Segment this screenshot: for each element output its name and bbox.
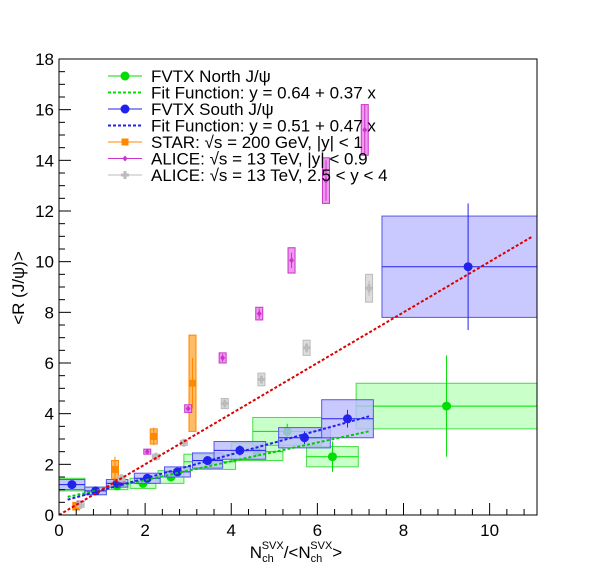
series-4-point-3-marker xyxy=(179,438,188,447)
legend-entry-2: FVTX South J/ψ xyxy=(108,100,274,119)
series-4-point-5-marker xyxy=(257,375,266,384)
legend-label: ALICE: √s = 13 TeV, |y| < 0.9 xyxy=(151,150,368,169)
series-2-point-2-marker xyxy=(150,432,158,440)
series-2-point-1-marker xyxy=(111,465,119,473)
series-1-point-7-marker xyxy=(299,433,309,443)
series-1-point-9-marker xyxy=(463,262,473,272)
x-tick-label-1: 2 xyxy=(140,521,149,540)
legend-label: STAR: √s = 200 GeV, |y| < 1 xyxy=(151,133,363,152)
legend-label: FVTX North J/ψ xyxy=(151,67,271,86)
y-tick-label-6: 12 xyxy=(35,202,54,221)
legend-label: ALICE: √s = 13 TeV, 2.5 < y < 4 xyxy=(151,166,388,185)
axes: 0 2 4 6 8 10 0 2 4 6 8 10 12 14 16 18 xyxy=(35,50,525,540)
y-tick-label-9: 18 xyxy=(35,50,54,69)
series-2-point-3-marker xyxy=(188,379,196,387)
series-3-point-2-marker xyxy=(144,448,150,455)
y-tick-label-7: 14 xyxy=(35,151,54,170)
fit-line-1 xyxy=(67,415,370,501)
series-1-point-0-marker xyxy=(67,480,77,490)
series-0-point-8-marker xyxy=(327,452,337,462)
series-3-point-6-marker xyxy=(289,257,295,264)
series-3-point-7-marker xyxy=(323,177,329,184)
y-tick-label-3: 6 xyxy=(45,354,54,373)
legend-label: Fit Function: y = 0.64 + 0.37 x xyxy=(151,84,376,103)
series-3-point-3-marker xyxy=(185,405,191,412)
plot-layer xyxy=(59,104,537,515)
legend-entry-6: ALICE: √s = 13 TeV, 2.5 < y < 4 xyxy=(108,166,388,185)
x-tick-label-2: 4 xyxy=(227,521,236,540)
y-tick-label-4: 8 xyxy=(45,303,54,322)
legend-marker xyxy=(120,104,130,114)
y-tick-label-5: 10 xyxy=(35,253,54,272)
x-tick-label-4: 8 xyxy=(399,521,408,540)
series-0-point-9-marker xyxy=(442,401,452,411)
y-tick-label-2: 4 xyxy=(45,405,54,424)
legend-entry-1: Fit Function: y = 0.64 + 0.37 x xyxy=(108,84,376,103)
legend-marker xyxy=(121,138,129,146)
plot-area xyxy=(59,104,537,515)
series-2 xyxy=(72,334,197,511)
legend-entry-3: Fit Function: y = 0.51 + 0.47 x xyxy=(108,117,376,136)
series-3-point-4-marker xyxy=(220,354,226,361)
legend-marker xyxy=(122,155,128,162)
legend-label: FVTX South J/ψ xyxy=(151,100,274,119)
series-4-point-6-marker xyxy=(302,343,311,352)
legend-marker xyxy=(121,171,129,179)
legend-entry-4: STAR: √s = 200 GeV, |y| < 1 xyxy=(108,133,363,152)
series-4-point-2-marker xyxy=(151,452,160,461)
y-axis-label: <R (J/ψ)> xyxy=(9,251,28,325)
series-4-point-7-marker xyxy=(365,284,374,293)
y-tick-label-0: 0 xyxy=(45,506,54,525)
legend-marker xyxy=(120,71,130,81)
fit-line-2 xyxy=(59,235,534,515)
legend-label: Fit Function: y = 0.51 + 0.47 x xyxy=(151,117,376,136)
x-tick-label-0: 0 xyxy=(54,521,63,540)
legend-entry-0: FVTX North J/ψ xyxy=(108,67,271,86)
legend-entry-5: ALICE: √s = 13 TeV, |y| < 0.9 xyxy=(108,150,368,169)
y-tick-label-8: 16 xyxy=(35,101,54,120)
x-tick-label-3: 6 xyxy=(313,521,322,540)
series-3-point-8-marker xyxy=(362,126,368,133)
series-4-point-0-marker xyxy=(76,500,85,509)
x-tick-label-5: 10 xyxy=(480,521,499,540)
series-3-point-5-marker xyxy=(256,310,262,317)
x-axis-label: NchSVX/<NchSVX> xyxy=(250,540,343,565)
series-2-point-0-marker xyxy=(72,502,80,510)
y-tick-label-1: 2 xyxy=(45,455,54,474)
series-4-point-4-marker xyxy=(220,399,229,408)
